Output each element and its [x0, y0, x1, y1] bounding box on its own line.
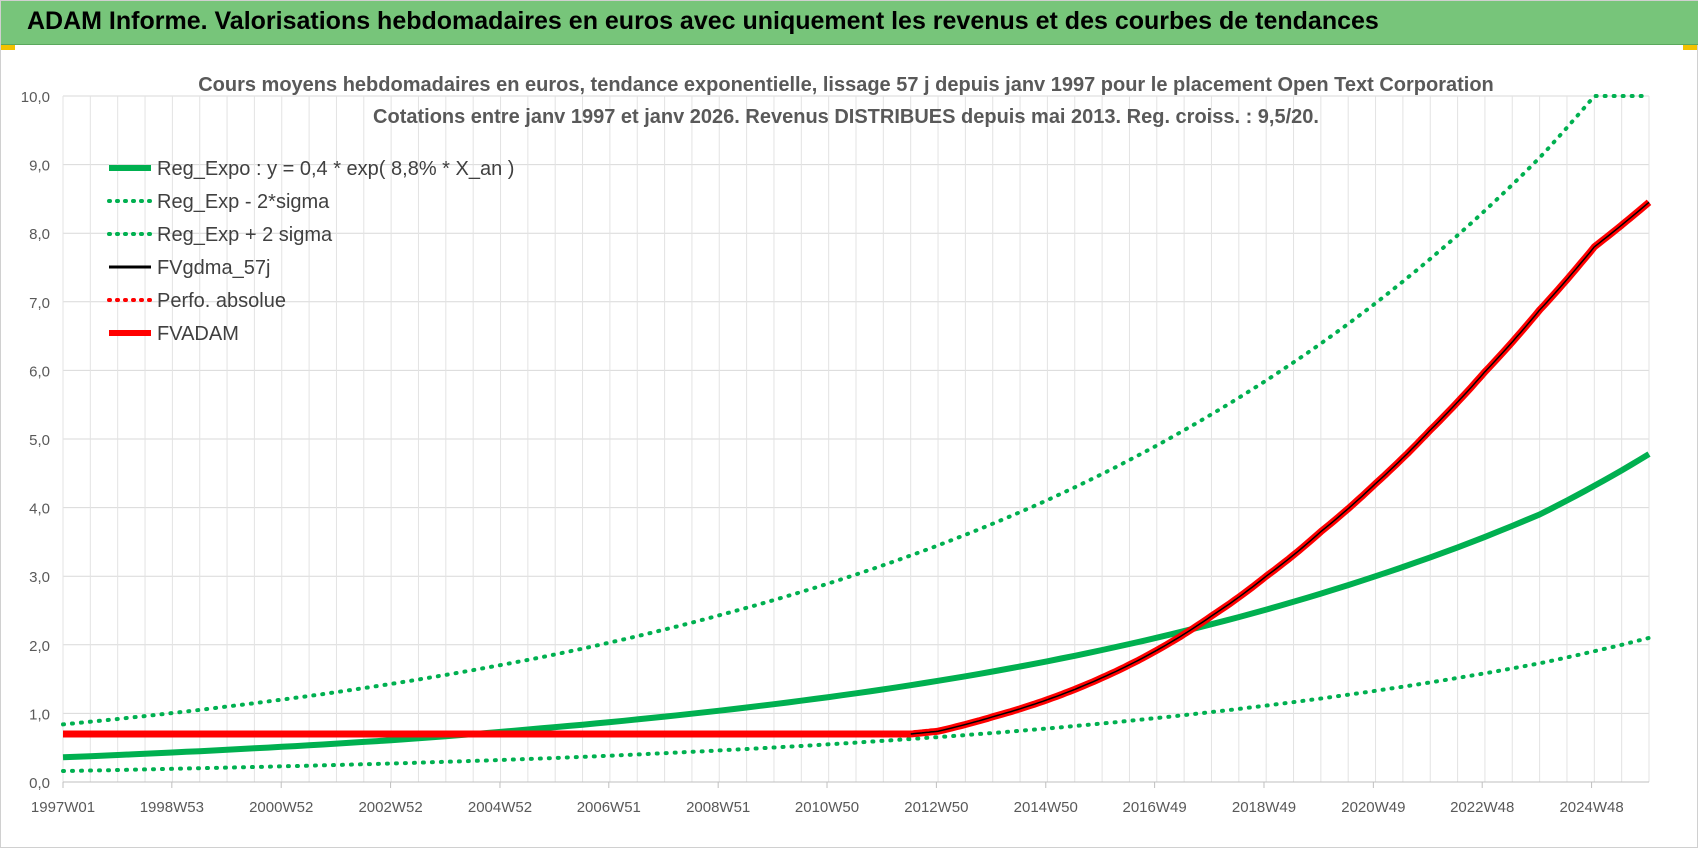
legend-label: Reg_Exp + 2 sigma [157, 224, 333, 246]
y-tick-label: 0,0 [29, 775, 50, 792]
y-tick-label: 10,0 [21, 89, 50, 106]
chart-series [61, 94, 1652, 773]
y-tick-label: 5,0 [29, 432, 50, 449]
x-tick-label: 2008W51 [686, 799, 750, 816]
x-tick-label: 2004W52 [468, 799, 532, 816]
y-tick-label: 1,0 [29, 706, 50, 723]
page-title: ADAM Informe. Valorisations hebdomadaire… [27, 7, 1379, 35]
series-line-2 [61, 94, 1651, 727]
corner-marker-right [1683, 45, 1697, 50]
legend-label: Reg_Exp - 2*sigma [157, 191, 330, 213]
x-tick-label: 1998W53 [140, 799, 204, 816]
x-tick-label: 2014W50 [1014, 799, 1078, 816]
x-tick-label: 2010W50 [795, 799, 859, 816]
y-tick-label: 6,0 [29, 363, 50, 380]
header-bar: ADAM Informe. Valorisations hebdomadaire… [1, 1, 1698, 45]
chart-title-line-2: Cotations entre janv 1997 et janv 2026. … [373, 106, 1319, 128]
x-tick-label: 2016W49 [1122, 799, 1186, 816]
y-tick-label: 4,0 [29, 501, 50, 518]
series-line-overlay [910, 201, 1650, 735]
x-tick-label: 2022W48 [1450, 799, 1514, 816]
legend-label: FVgdma_57j [157, 257, 270, 279]
legend-label: FVADAM [157, 323, 239, 345]
x-tick-label: 2000W52 [249, 799, 313, 816]
y-tick-label: 8,0 [29, 226, 50, 243]
chart-title-line-1: Cours moyens hebdomadaires en euros, ten… [198, 74, 1494, 96]
x-tick-label: 2020W49 [1341, 799, 1405, 816]
x-tick-label: 2018W49 [1232, 799, 1296, 816]
y-tick-label: 3,0 [29, 569, 50, 586]
legend-label: Perfo. absolue [157, 290, 286, 312]
corner-marker-left [1, 45, 15, 50]
x-tick-label: 2012W50 [904, 799, 968, 816]
series-line-1 [61, 635, 1651, 773]
x-tick-label: 2002W52 [358, 799, 422, 816]
y-axis-ticks: 0,0 1,0 2,0 3,0 4,0 5,0 6,0 7,0 8,0 9,0 10,0 [21, 89, 50, 792]
legend-label: Reg_Expo : y = 0,4 * exp( 8,8% * X_an ) [157, 158, 514, 180]
x-tick-label: 1997W01 [31, 799, 95, 816]
x-axis-ticks: 1997W01 1998W53 2000W52 2002W52 2004W52 2006W… [31, 782, 1624, 816]
y-tick-label: 7,0 [29, 295, 50, 312]
x-tick-label: 2024W48 [1559, 799, 1623, 816]
series-line-0 [62, 451, 1651, 761]
y-tick-label: 2,0 [29, 638, 50, 655]
chart-grid [62, 95, 1650, 783]
x-tick-label: 2006W51 [577, 799, 641, 816]
y-tick-label: 9,0 [29, 158, 50, 175]
line-chart: 0,0 1,0 2,0 3,0 4,0 5,0 6,0 7,0 8,0 9,0 10,0 1997W… [21, 74, 1652, 816]
chart-legend: Reg_Expo : y = 0,4 * exp( 8,8% * X_an ) R… [107, 158, 514, 345]
